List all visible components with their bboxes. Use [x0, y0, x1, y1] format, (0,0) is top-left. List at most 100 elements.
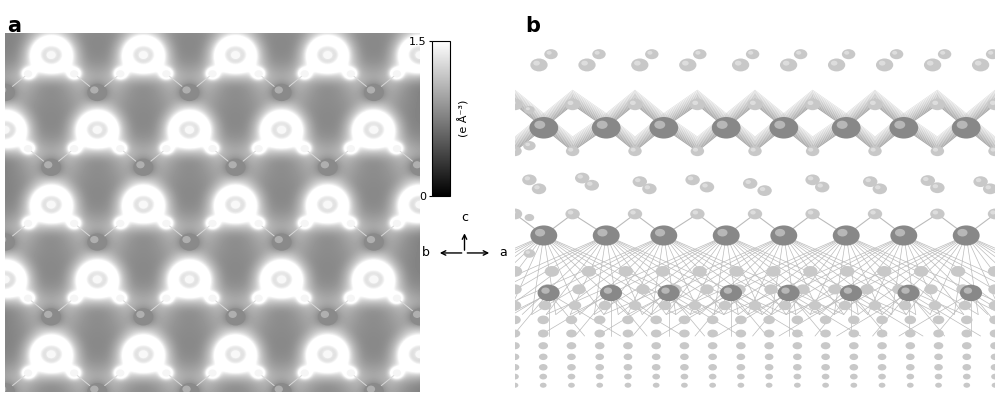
Circle shape [595, 354, 604, 360]
Circle shape [44, 161, 52, 169]
Circle shape [510, 211, 516, 215]
Circle shape [208, 145, 217, 152]
Circle shape [226, 308, 246, 326]
Circle shape [689, 301, 701, 310]
Circle shape [924, 284, 938, 295]
Circle shape [865, 178, 871, 182]
Circle shape [568, 101, 573, 105]
Circle shape [275, 236, 283, 243]
Circle shape [415, 350, 425, 358]
Circle shape [930, 99, 945, 110]
Circle shape [842, 49, 855, 59]
Circle shape [0, 275, 10, 284]
Circle shape [182, 236, 191, 243]
Circle shape [116, 145, 124, 152]
Circle shape [526, 107, 530, 110]
Circle shape [93, 126, 102, 134]
Circle shape [24, 369, 32, 377]
Circle shape [90, 236, 98, 243]
Circle shape [905, 342, 915, 349]
Circle shape [892, 51, 897, 55]
Circle shape [765, 374, 773, 379]
Circle shape [871, 148, 876, 152]
Circle shape [822, 383, 829, 388]
Circle shape [750, 211, 756, 215]
Circle shape [185, 126, 194, 134]
Circle shape [650, 226, 677, 246]
Circle shape [850, 383, 857, 388]
Circle shape [645, 185, 650, 189]
Circle shape [774, 121, 785, 129]
Circle shape [575, 173, 589, 184]
Circle shape [690, 208, 705, 220]
Circle shape [749, 301, 761, 310]
Circle shape [719, 301, 731, 310]
Circle shape [820, 330, 831, 337]
Circle shape [595, 342, 605, 349]
Circle shape [921, 175, 935, 186]
Circle shape [566, 146, 579, 156]
Circle shape [582, 266, 596, 277]
Circle shape [413, 311, 421, 318]
Circle shape [565, 99, 580, 110]
Text: b: b [422, 246, 430, 259]
Circle shape [695, 51, 700, 55]
Circle shape [393, 220, 401, 227]
Circle shape [0, 233, 15, 251]
Circle shape [712, 117, 741, 139]
Circle shape [578, 58, 596, 71]
Circle shape [47, 350, 56, 358]
Circle shape [931, 146, 944, 156]
Circle shape [933, 148, 938, 152]
Text: a: a [7, 16, 21, 36]
Circle shape [162, 369, 171, 377]
Circle shape [940, 51, 945, 55]
Circle shape [668, 284, 682, 295]
Circle shape [709, 374, 716, 379]
Circle shape [878, 374, 886, 379]
Circle shape [535, 229, 545, 237]
Circle shape [651, 330, 661, 337]
Circle shape [991, 364, 999, 370]
Circle shape [724, 288, 732, 294]
Circle shape [41, 308, 61, 326]
Circle shape [991, 354, 999, 360]
Circle shape [567, 364, 576, 370]
Circle shape [692, 101, 698, 105]
Circle shape [680, 354, 689, 360]
Circle shape [817, 184, 823, 188]
Circle shape [568, 374, 575, 379]
Circle shape [729, 266, 744, 277]
Circle shape [654, 121, 665, 129]
Circle shape [534, 121, 545, 129]
Circle shape [924, 58, 941, 71]
Circle shape [525, 214, 534, 221]
Circle shape [541, 288, 550, 294]
Circle shape [746, 49, 759, 59]
Circle shape [631, 148, 636, 152]
Circle shape [766, 383, 772, 388]
Circle shape [649, 117, 678, 139]
Circle shape [869, 301, 881, 310]
Circle shape [179, 383, 199, 400]
Circle shape [809, 301, 821, 310]
Circle shape [539, 301, 551, 310]
Circle shape [793, 364, 802, 370]
Circle shape [208, 70, 217, 78]
Circle shape [751, 148, 756, 152]
Circle shape [702, 184, 708, 188]
Circle shape [658, 285, 680, 301]
Circle shape [905, 330, 916, 337]
Circle shape [821, 354, 830, 360]
Circle shape [930, 208, 945, 220]
Circle shape [681, 374, 688, 379]
Circle shape [820, 315, 831, 324]
Circle shape [510, 330, 520, 337]
Circle shape [254, 220, 263, 227]
Circle shape [581, 61, 588, 66]
Circle shape [796, 51, 801, 55]
Circle shape [70, 369, 78, 377]
Circle shape [808, 101, 813, 105]
Circle shape [679, 330, 690, 337]
Circle shape [133, 159, 153, 176]
